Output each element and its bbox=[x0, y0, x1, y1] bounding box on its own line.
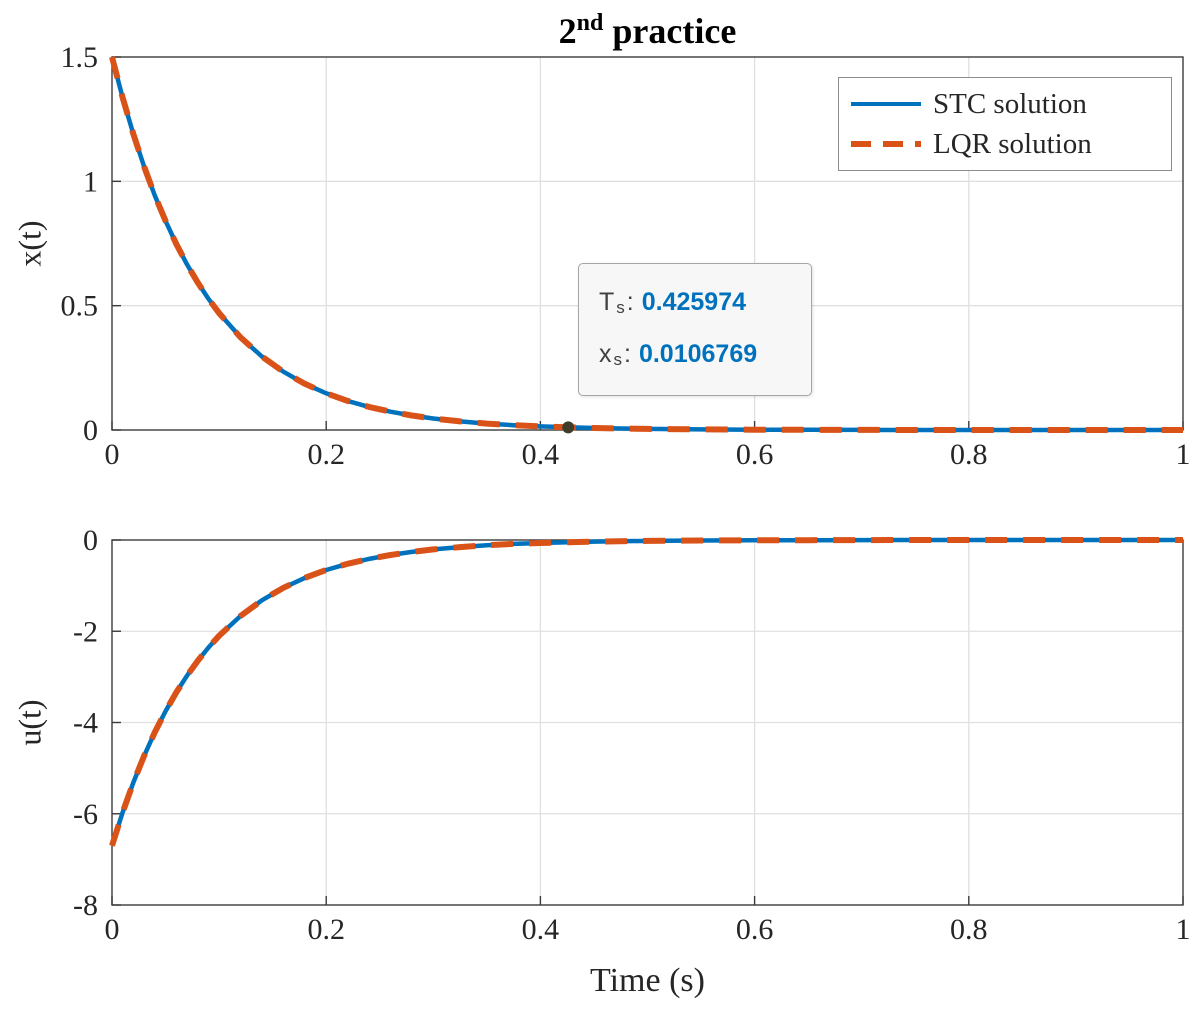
legend-label-lqr: LQR solution bbox=[933, 127, 1092, 160]
datatip-ts-value: 0.425974 bbox=[641, 287, 747, 316]
legend-line-sample-dashed-icon bbox=[851, 141, 921, 147]
x-axis-label: Time (s) bbox=[590, 962, 705, 999]
title-rest: practice bbox=[603, 11, 737, 51]
x-tick-label: 0 bbox=[105, 913, 120, 946]
x-tick-label: 0.4 bbox=[522, 438, 560, 471]
y-tick-label: -4 bbox=[73, 707, 98, 740]
x-tick-label: 1 bbox=[1176, 438, 1191, 471]
y-tick-label: -6 bbox=[73, 798, 98, 831]
y-tick-label: 0.5 bbox=[61, 290, 99, 323]
legend-entry-lqr[interactable]: LQR solution bbox=[839, 124, 1171, 164]
x-tick-label: 0.8 bbox=[950, 438, 988, 471]
y-tick-label: -2 bbox=[73, 615, 98, 648]
title-base: 2 bbox=[558, 11, 577, 51]
y-tick-label: -8 bbox=[73, 889, 98, 922]
series-line-stc[interactable] bbox=[109, 537, 1183, 847]
series-line-lqr[interactable] bbox=[109, 56, 1183, 433]
y-axis-label-x: x(t) bbox=[11, 220, 48, 267]
figure-title: 2nd practice bbox=[112, 0, 1183, 54]
x-tick-label: 0.4 bbox=[522, 913, 560, 946]
y-tick-label: 0 bbox=[83, 414, 98, 447]
x-tick-label: 0.2 bbox=[307, 438, 345, 471]
datatip-xs-value: 0.0106769 bbox=[638, 339, 758, 368]
legend-entry-stc[interactable]: STC solution bbox=[839, 84, 1171, 124]
x-tick-label: 0.6 bbox=[736, 438, 774, 471]
x-tick-label: 0.6 bbox=[736, 913, 774, 946]
series-line-lqr[interactable] bbox=[109, 537, 1183, 847]
title-superscript: nd bbox=[576, 10, 604, 36]
x-tick-label: 1 bbox=[1176, 913, 1191, 946]
x-tick-label: 0.2 bbox=[307, 913, 345, 946]
legend-line-sample-solid-icon bbox=[851, 102, 921, 106]
datatip-xs-sub: s bbox=[613, 350, 623, 369]
y-tick-label: 0 bbox=[83, 524, 98, 557]
y-tick-label: 1 bbox=[83, 165, 98, 198]
datatip-ts-base: T bbox=[599, 287, 615, 316]
datatip-ts-sub: s bbox=[616, 298, 625, 317]
datatip-marker[interactable] bbox=[562, 421, 575, 434]
x-tick-label: 0 bbox=[105, 438, 120, 471]
x-tick-label: 0.8 bbox=[950, 913, 988, 946]
datatip-ts-sep: : bbox=[626, 287, 634, 316]
datatip-xs-base: x bbox=[599, 339, 612, 368]
datatip-xs-row: x s:0.0106769 bbox=[599, 328, 811, 380]
legend[interactable]: STC solution LQR solution bbox=[838, 77, 1172, 171]
datatip-xs-sep: : bbox=[624, 339, 631, 368]
y-tick-label: 1.5 bbox=[61, 41, 99, 74]
y-axis-label-u: u(t) bbox=[11, 699, 48, 746]
legend-label-stc: STC solution bbox=[933, 87, 1087, 120]
